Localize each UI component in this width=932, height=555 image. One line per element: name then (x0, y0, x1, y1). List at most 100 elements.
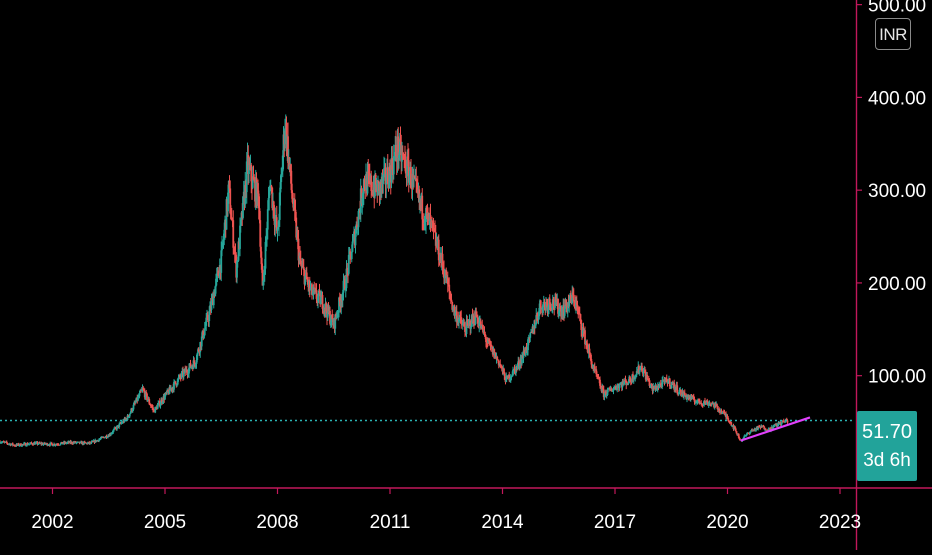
candle-body (402, 154, 405, 157)
candle-body (42, 443, 45, 445)
candle-body (612, 388, 615, 391)
candle-body (177, 377, 180, 380)
candle-body (338, 297, 341, 302)
candle-body (269, 190, 271, 192)
candle-body (413, 177, 416, 179)
candle-body (53, 443, 56, 446)
candle-body (668, 378, 671, 387)
candle-body (576, 304, 579, 311)
candle-body (317, 296, 319, 301)
candle-body (84, 442, 87, 444)
candle-body (721, 413, 724, 415)
candle-body (702, 403, 705, 405)
candle-body (755, 428, 757, 431)
candle-body (344, 288, 347, 290)
last-price-value: 51.70 (861, 421, 913, 443)
candle-body (769, 428, 772, 431)
candle-body (596, 374, 598, 376)
candle-body (542, 304, 544, 313)
candle-body (210, 300, 213, 310)
candle-body (425, 207, 427, 222)
candle-body (545, 302, 547, 309)
candle-body (709, 403, 712, 405)
candle-body (31, 443, 34, 445)
candle-body (647, 379, 650, 381)
candle-body (635, 371, 638, 375)
candle-body (551, 307, 553, 309)
candle-body (487, 339, 490, 344)
candle-body (677, 393, 679, 395)
candle-body (569, 294, 572, 299)
candle-body (50, 442, 53, 444)
candle-body (104, 437, 106, 439)
candle-body (6, 442, 9, 444)
candle-body (331, 314, 334, 320)
candle-body (632, 374, 634, 381)
candle-body (36, 442, 39, 445)
candle-body (344, 278, 346, 290)
candle-body (263, 268, 266, 273)
candle-body (46, 443, 49, 446)
candle-body (258, 208, 261, 221)
x-axis-ticks[interactable]: 2002 2005 2008 2011 2014 2017 2020 2023 (31, 488, 861, 533)
candle-body (187, 373, 190, 375)
candle-body (578, 311, 580, 314)
candle-body (400, 141, 403, 162)
candle-body (356, 224, 358, 229)
candle-body (44, 442, 46, 445)
candle-body (257, 183, 259, 194)
candle-body (451, 301, 454, 310)
candle-body (106, 437, 109, 439)
candle-body (28, 443, 31, 445)
candle-body (281, 155, 284, 172)
candle-body (221, 243, 223, 251)
candle-body (565, 299, 568, 307)
candle-body (573, 301, 576, 303)
candle-body (465, 320, 468, 334)
candle-body (705, 400, 708, 405)
candle-body (730, 422, 733, 426)
candle-body (585, 341, 588, 344)
candle-body (152, 407, 154, 410)
currency-badge[interactable]: INR (875, 18, 911, 50)
candle-body (215, 278, 217, 287)
candle-body (777, 422, 780, 425)
candle-body (499, 363, 502, 366)
candle-body (341, 292, 344, 301)
candle-body (552, 299, 555, 306)
candle-body (340, 300, 343, 307)
candle-body (268, 191, 271, 199)
candle-body (447, 284, 450, 286)
candle-body (678, 389, 681, 393)
candle-body (653, 386, 655, 390)
candle-body (767, 428, 770, 431)
candle-body (228, 180, 231, 189)
candle-body (252, 176, 255, 180)
candle-body (294, 209, 297, 218)
candle-body (379, 182, 382, 195)
candle-body (437, 239, 440, 261)
candle-body (772, 426, 775, 430)
candle-body (29, 443, 31, 445)
trendline[interactable] (740, 416, 811, 442)
candle-body (44, 443, 47, 445)
candle-body (11, 443, 14, 446)
candle-body (488, 341, 491, 345)
candle-body (398, 155, 400, 158)
candle-body (314, 288, 317, 290)
candle-body (244, 180, 247, 205)
candle-body (143, 389, 145, 392)
candle-body (98, 439, 101, 441)
candle-body (781, 420, 784, 423)
candle-body (746, 433, 748, 436)
candle-body (230, 213, 232, 219)
candle-body (536, 315, 538, 317)
candle-body (386, 167, 389, 184)
candle-body (388, 166, 391, 189)
candle-body (605, 391, 607, 396)
candle-body (260, 246, 262, 258)
candle-body (83, 441, 86, 443)
